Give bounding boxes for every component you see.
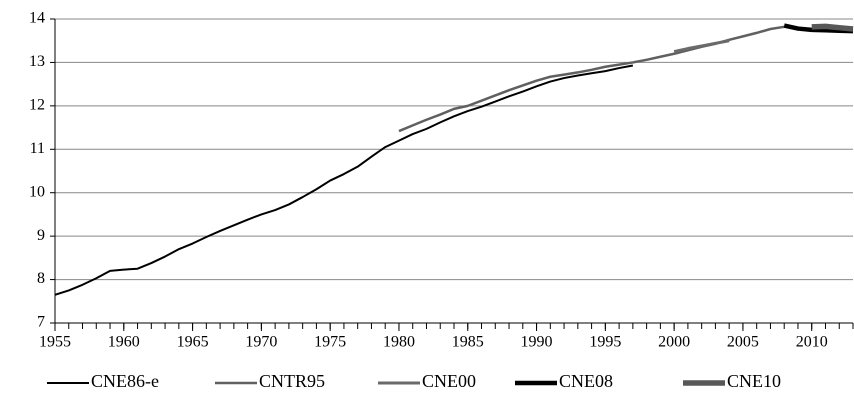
legend-label: CNE10 bbox=[727, 371, 781, 391]
x-tick-label: 1970 bbox=[245, 334, 277, 351]
x-tick-label: 1995 bbox=[589, 334, 621, 351]
legend-label: CNE00 bbox=[422, 371, 476, 391]
y-tick-label: 13 bbox=[29, 53, 45, 70]
x-tick-label: 2010 bbox=[796, 334, 828, 351]
series-line bbox=[811, 23, 854, 32]
x-tick-label: 1960 bbox=[108, 334, 140, 351]
x-tick-label: 2005 bbox=[727, 334, 759, 351]
series-line bbox=[783, 23, 854, 34]
legend-label: CNTR95 bbox=[259, 371, 325, 391]
x-tick-label: 1975 bbox=[314, 334, 346, 351]
x-tick-label: 1965 bbox=[177, 334, 209, 351]
x-tick-label: 1990 bbox=[521, 334, 553, 351]
x-tick-label: 2000 bbox=[658, 334, 690, 351]
y-tick-label: 10 bbox=[29, 183, 45, 200]
series-line bbox=[54, 64, 634, 296]
y-tick-label: 9 bbox=[37, 227, 45, 244]
y-tick-label: 7 bbox=[37, 314, 45, 331]
y-tick-label: 8 bbox=[37, 270, 45, 287]
series-line bbox=[673, 39, 730, 54]
x-tick-label: 1985 bbox=[452, 334, 484, 351]
x-tick-label: 1980 bbox=[383, 334, 415, 351]
y-tick-label: 11 bbox=[30, 140, 45, 157]
y-tick-label: 12 bbox=[29, 97, 45, 114]
legend-label: CNE86-e bbox=[91, 371, 159, 391]
x-tick-label: 1955 bbox=[39, 334, 71, 351]
legend-label: CNE08 bbox=[559, 371, 613, 391]
y-tick-label: 14 bbox=[29, 10, 45, 27]
